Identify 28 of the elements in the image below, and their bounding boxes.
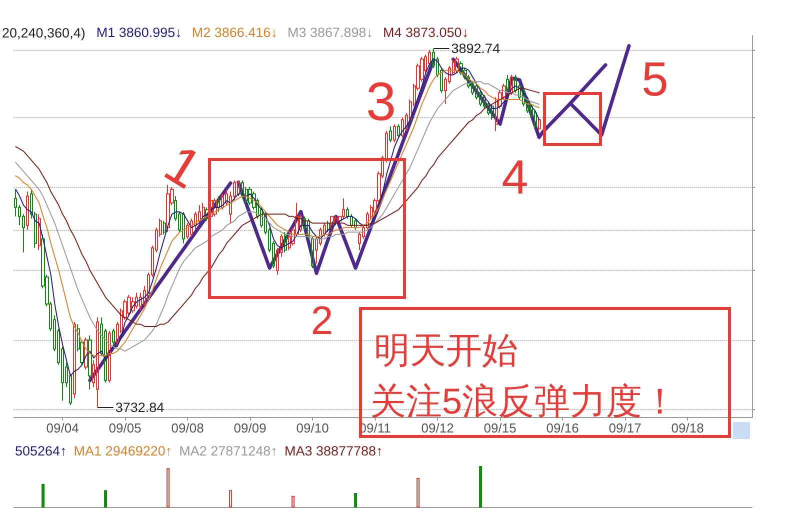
x-tick-label: 09/17: [608, 420, 642, 436]
x-tick-label: 09/08: [171, 420, 204, 436]
x-tick-label: 09/15: [484, 420, 516, 436]
text: MA3 38877788↑: [284, 444, 383, 458]
annotation: 3: [366, 72, 396, 132]
annotation: 2: [310, 299, 334, 343]
x-tick-label: 09/16: [546, 420, 579, 436]
x-tick-label: 09/05: [108, 420, 142, 436]
x-tick-label: 09/12: [421, 420, 454, 436]
annotation: 1: [154, 134, 212, 200]
x-tick-label: 09/04: [46, 420, 79, 436]
x-tick-label: 09/10: [296, 420, 329, 436]
annotation: 明天开始: [374, 330, 518, 370]
text: MA1 29469220↑: [74, 444, 172, 458]
legend-title: 20,240,360,4): [2, 26, 86, 40]
annotation: 4: [502, 152, 528, 204]
annotation: 3732.84: [115, 400, 165, 416]
text: MA2 27871248↑: [179, 444, 278, 458]
text: M1 3860.995↓: [96, 25, 182, 40]
text: 505264↑: [15, 444, 67, 458]
text: M4 3873.050↓: [383, 25, 469, 40]
x-tick-label: 09/09: [234, 420, 266, 436]
annotation: 3892.74: [451, 40, 501, 56]
text: M2 3866.416↓: [192, 25, 278, 40]
annotation: 关注5浪反弹力度！: [370, 380, 678, 422]
x-tick-label: 09/18: [671, 420, 704, 436]
text: M3 3867.898↓: [287, 25, 374, 40]
annotation: 5: [642, 54, 668, 106]
